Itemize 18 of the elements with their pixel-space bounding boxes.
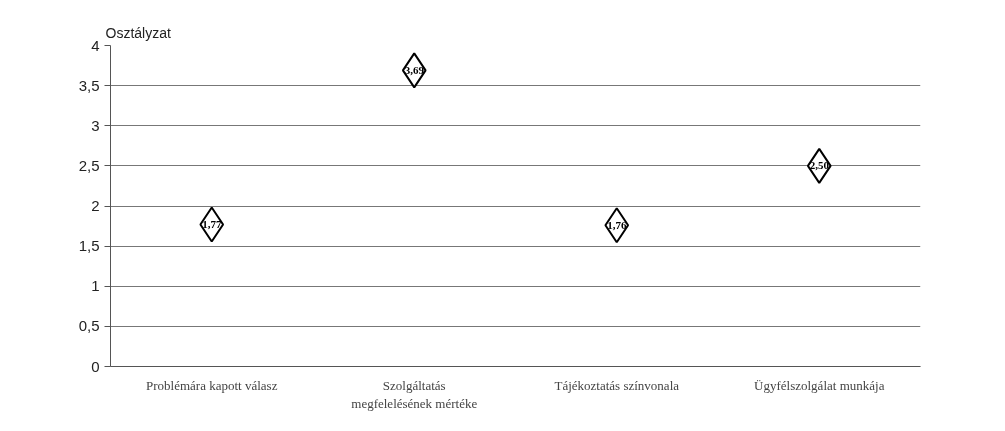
x-tick-label: Szolgáltatás megfelelésének mértéke (351, 377, 478, 411)
data-label: 3,69 (404, 63, 425, 76)
y-tick-label: 2,5 (78, 156, 100, 174)
data-label: 1,77 (202, 217, 222, 230)
x-tick-label: Ügyfélszolgálat munkája (754, 377, 885, 393)
x-tick-label: Tájékoztatás színvonala (554, 377, 680, 393)
y-axis-title: Osztályzat (105, 24, 171, 41)
y-tick-label: 0,5 (78, 317, 100, 335)
data-label: 2,50 (809, 159, 830, 172)
y-tick-label: 3,5 (78, 76, 100, 94)
y-tick-label: 1 (91, 277, 100, 295)
data-label: 1,76 (607, 218, 627, 231)
x-tick-label: Problémára kapott válasz (146, 377, 278, 393)
y-tick-label: 3 (91, 116, 100, 134)
y-tick-label: 2 (91, 197, 100, 214)
y-tick-label: 0 (91, 357, 100, 375)
y-tick-label: 4 (91, 36, 100, 54)
y-tick-label: 1,5 (78, 237, 100, 255)
